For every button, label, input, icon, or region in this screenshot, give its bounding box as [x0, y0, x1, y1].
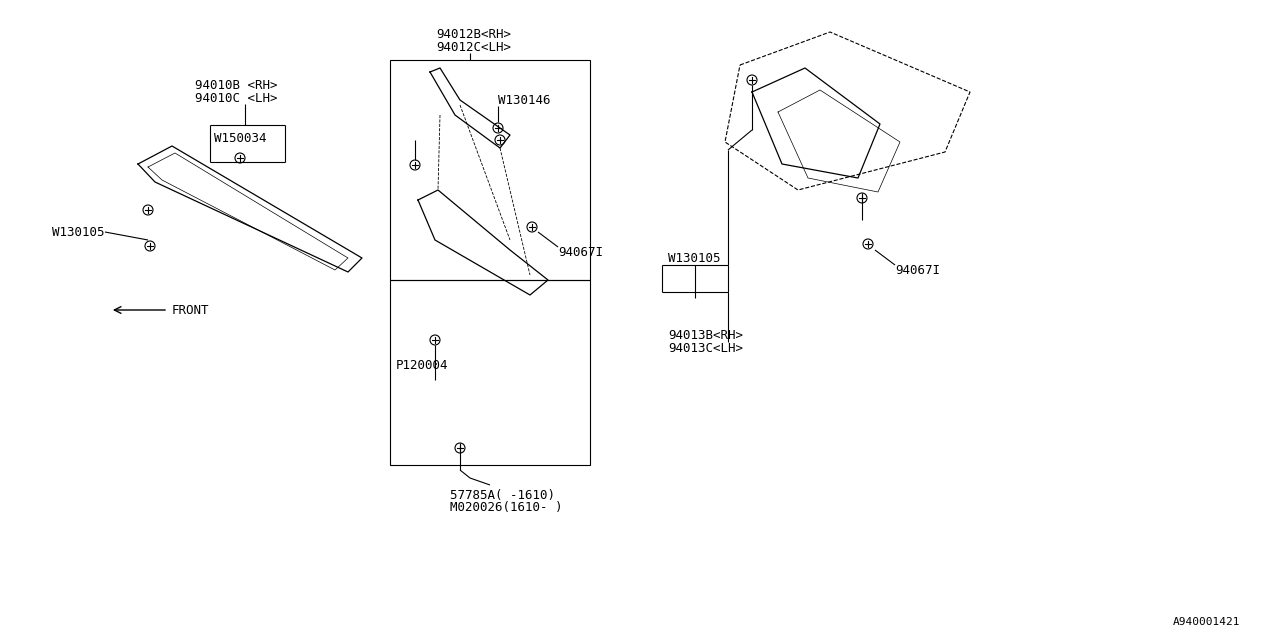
Text: 57785A( -1610): 57785A( -1610): [451, 488, 556, 502]
Text: FRONT: FRONT: [172, 303, 210, 317]
Bar: [390, 60, 590, 280]
Text: W130105: W130105: [52, 225, 105, 239]
Text: W150034: W150034: [214, 131, 266, 145]
Text: W130105: W130105: [668, 252, 721, 264]
Text: 94067I: 94067I: [558, 246, 603, 259]
Text: 94010B <RH>: 94010B <RH>: [195, 79, 278, 92]
Text: 94012C<LH>: 94012C<LH>: [436, 40, 511, 54]
Text: 94012B<RH>: 94012B<RH>: [436, 28, 511, 40]
Text: A940001421: A940001421: [1172, 617, 1240, 627]
Text: 94067I: 94067I: [895, 264, 940, 276]
Text: 94013B<RH>: 94013B<RH>: [668, 328, 742, 342]
Bar: [390, 280, 590, 465]
Text: 94013C<LH>: 94013C<LH>: [668, 342, 742, 355]
Text: M020026(1610- ): M020026(1610- ): [451, 502, 562, 515]
Text: W130146: W130146: [498, 93, 550, 106]
Text: 94010C <LH>: 94010C <LH>: [195, 92, 278, 104]
Text: P120004: P120004: [396, 358, 448, 371]
